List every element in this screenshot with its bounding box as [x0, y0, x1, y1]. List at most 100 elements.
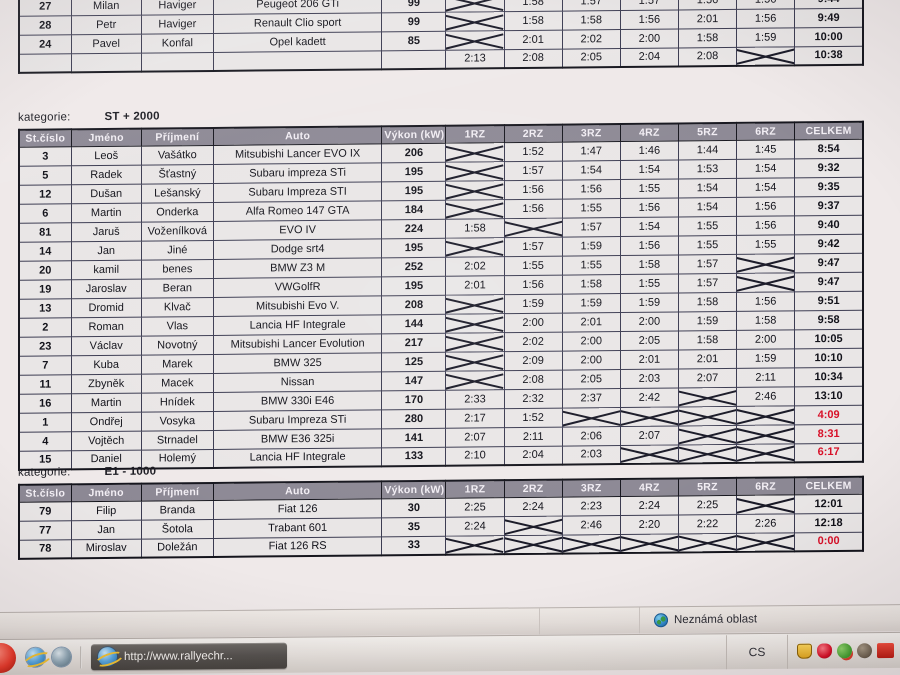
stage-time-cell: 2:26	[736, 513, 795, 533]
power-cell: 141	[381, 427, 446, 448]
stage-time-cell: 1:56	[620, 235, 679, 256]
column-header: Auto	[213, 481, 382, 500]
first-name-cell	[71, 52, 142, 73]
security-zone-indicator[interactable]: Neznámá oblast	[640, 612, 757, 628]
start-number-cell: 12	[19, 184, 72, 204]
stage-time-cell: 2:00	[562, 331, 621, 351]
first-name-cell: Václav	[71, 335, 142, 356]
column-header: 2RZ	[504, 479, 563, 498]
stage-time-cell: 1:58	[562, 10, 621, 30]
start-number-cell: 78	[19, 539, 72, 559]
stage-time-cell-crossed	[678, 424, 737, 445]
power-cell: 195	[381, 180, 446, 201]
stage-time-cell: 2:00	[562, 350, 621, 370]
results-table-e11000: St.číslo Jméno Příjmení Auto Výkon (kW) 1RZ 2R…	[18, 475, 864, 560]
stage-time-cell-crossed	[504, 515, 563, 536]
total-time-cell: 8:54	[794, 138, 863, 159]
stage-time-cell: 1:54	[562, 160, 621, 180]
stage-time-cell-crossed	[445, 294, 505, 314]
disc-icon[interactable]	[857, 643, 872, 659]
status-bar-blank-segment	[540, 607, 640, 635]
stage-time-cell: 2:33	[445, 389, 505, 409]
power-cell: 206	[381, 142, 446, 163]
stage-time-cell: 1:58	[678, 27, 737, 48]
start-number-cell: 4	[19, 431, 72, 451]
internet-explorer-icon[interactable]	[26, 647, 45, 667]
last-name-cell: Vosyka	[141, 410, 214, 431]
car-cell: Fiat 126 RS	[213, 536, 382, 557]
stage-time-cell: 1:57	[562, 0, 621, 11]
first-name-cell: Jaruš	[71, 221, 142, 242]
first-name-cell: Dromid	[71, 297, 142, 318]
column-header: Příjmení	[141, 482, 214, 501]
column-header: 5RZ	[678, 122, 737, 141]
stage-time-cell: 2:00	[620, 28, 679, 49]
stage-time-cell-crossed	[445, 237, 505, 257]
power-cell: 195	[381, 237, 446, 258]
car-cell	[213, 50, 382, 71]
quick-launch-bar	[26, 647, 71, 667]
stage-time-cell: 2:05	[562, 369, 621, 389]
stage-time-cell: 1:55	[620, 273, 679, 294]
power-cell: 33	[381, 535, 446, 556]
stage-time-cell: 1:55	[504, 255, 563, 276]
last-name-cell: Haviger	[141, 0, 214, 15]
stage-time-cell: 2:00	[620, 311, 679, 332]
car-cell: Lancia HF Integrale	[213, 314, 382, 335]
first-name-cell: kamil	[71, 259, 142, 280]
table-body: 25KarelJanečekNissan Primera1101:571:541…	[19, 0, 863, 73]
start-number-cell: 79	[19, 501, 72, 521]
stage-time-cell: 2:00	[504, 312, 563, 333]
antivirus-icon[interactable]	[877, 642, 894, 659]
start-number-cell: 5	[19, 165, 72, 185]
language-indicator[interactable]: CS	[726, 634, 788, 669]
stage-time-cell: 1:57	[678, 253, 737, 274]
stage-time-cell: 2:46	[736, 386, 795, 406]
shield-icon[interactable]	[797, 643, 812, 659]
total-time-cell: 10:00	[794, 26, 863, 47]
stage-time-cell: 2:05	[620, 330, 679, 351]
start-number-cell: 19	[19, 279, 72, 299]
stage-time-cell: 2:11	[504, 426, 563, 447]
car-cell: Opel kadett	[213, 31, 382, 52]
first-name-cell: Jan	[71, 240, 142, 261]
column-header: CELKEM	[794, 121, 863, 140]
stage-time-cell-crossed	[445, 370, 505, 390]
stage-time-cell-crossed	[736, 405, 795, 425]
power-cell	[381, 49, 446, 70]
column-header: 4RZ	[620, 123, 679, 142]
first-name-cell: Dušan	[71, 183, 142, 204]
power-cell: 35	[381, 516, 446, 537]
internet-explorer-icon[interactable]	[52, 647, 71, 667]
people-icon[interactable]	[837, 643, 852, 659]
stage-time-cell: 2:11	[736, 367, 795, 387]
stage-time-cell: 1:56	[504, 274, 563, 295]
car-cell: BMW Z3 M	[213, 257, 382, 278]
stage-time-cell: 2:06	[562, 426, 621, 446]
start-button[interactable]	[0, 642, 16, 673]
power-cell: 252	[381, 256, 446, 277]
last-name-cell: Lešanský	[141, 182, 214, 203]
stage-time-cell: 1:54	[620, 159, 679, 180]
stage-time-cell-crossed	[445, 351, 505, 371]
last-name-cell: Hnídek	[141, 391, 214, 412]
stage-time-cell: 1:54	[678, 196, 737, 217]
stage-time-cell: 1:55	[562, 255, 621, 275]
alert-icon[interactable]	[817, 643, 832, 659]
browser-viewport: 25KarelJanečekNissan Primera1101:571:541…	[0, 0, 900, 612]
last-name-cell: Macek	[141, 372, 214, 393]
stage-time-cell-crossed	[445, 535, 505, 555]
results-table-clipped-container: 25KarelJanečekNissan Primera1101:571:541…	[0, 0, 900, 106]
stage-time-cell: 1:59	[678, 310, 737, 331]
stage-time-cell: 1:45	[736, 139, 795, 159]
last-name-cell: Klvač	[141, 296, 214, 317]
taskbar-window-button[interactable]: http://www.rallyechr...	[91, 642, 287, 670]
stage-time-cell: 2:02	[445, 256, 505, 276]
total-time-cell: 9:35	[794, 176, 863, 197]
last-name-cell: benes	[141, 258, 214, 279]
last-name-cell: Voženílková	[141, 220, 214, 241]
last-name-cell: Konfal	[141, 32, 214, 53]
stage-time-cell: 1:57	[678, 272, 737, 293]
first-name-cell: Jaroslav	[71, 278, 142, 299]
car-cell: VWGolfR	[213, 276, 382, 297]
